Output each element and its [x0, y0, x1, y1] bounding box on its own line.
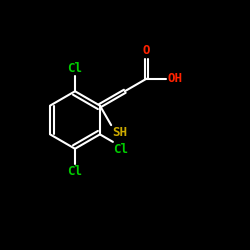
Text: Cl: Cl [68, 165, 82, 178]
Text: Cl: Cl [68, 62, 82, 75]
Text: Cl: Cl [114, 143, 128, 156]
Text: OH: OH [168, 72, 183, 85]
Text: SH: SH [112, 126, 128, 139]
Text: O: O [143, 44, 150, 58]
